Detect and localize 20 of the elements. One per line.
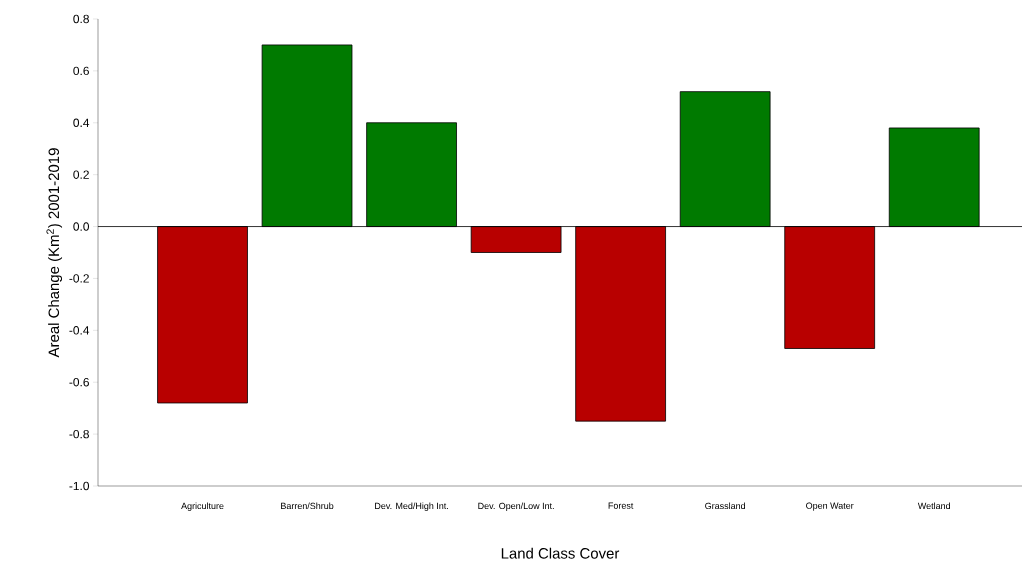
x-tick-label: Dev. Open/Low Int. [478,502,554,511]
y-tick-label: 0.8 [73,14,89,24]
y-axis-title: Areal Change (Km$^{2}$) 2001-2019 [46,148,63,358]
y-tick-label: -0.4 [69,326,90,335]
y-tick-label: 0.2 [73,170,89,179]
y-tick-label: -0.8 [69,429,89,439]
x-tick-label: Open Water [806,502,854,511]
y-tick-label: 0.0 [73,222,90,231]
x-tick-label: Wetland [917,502,950,510]
y-tick-label: -0.6 [69,377,89,387]
x-tick-label: Barren/Shrub [281,502,334,510]
x-tick-label: Agriculture [181,502,224,511]
x-tick-label: Forest [608,502,634,509]
x-tick-label: Grassland [705,502,745,510]
y-tick-label: 0.4 [73,118,90,127]
x-axis-title: Land Class Cover [501,547,620,559]
y-tick-label: -1.0 [69,481,90,491]
y-tick-label: -0.2 [69,274,89,283]
x-tick-label: Dev. Med/High Int. [375,502,448,511]
y-tick-label: 0.6 [73,66,89,76]
